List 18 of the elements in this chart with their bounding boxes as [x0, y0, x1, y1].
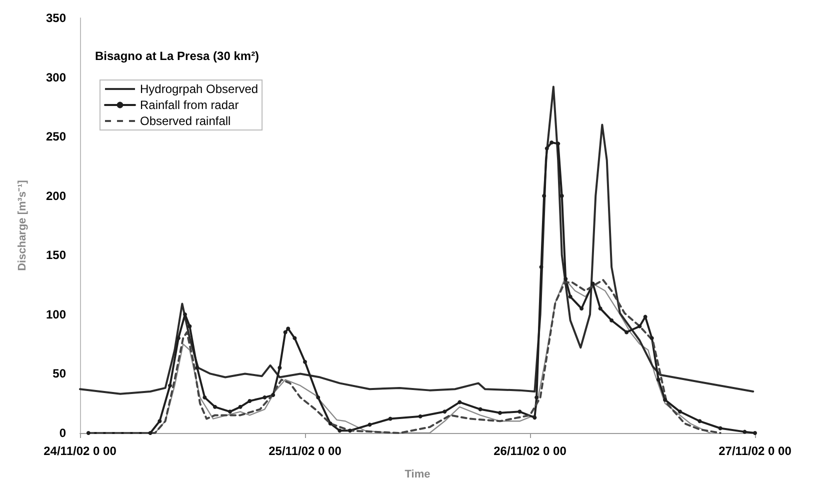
- y-tick-label: 350: [46, 11, 66, 25]
- y-axis-title: Discharge [m³s⁻¹]: [16, 180, 28, 271]
- y-tick-label: 250: [46, 130, 66, 144]
- y-tick-label: 150: [46, 248, 66, 262]
- x-tick-label: 27/11/02 0 00: [718, 444, 792, 458]
- y-tick-label: 200: [46, 188, 66, 203]
- x-tick-label: 24/11/02 0 00: [44, 444, 117, 458]
- legend-label: Hydrogrpah Observed: [140, 82, 258, 96]
- legend-label: Rainfall from radar: [140, 98, 239, 112]
- y-tick-label: 0: [59, 426, 66, 440]
- x-tick-label: 25/11/02 0 00: [268, 444, 342, 458]
- y-tick-label: 100: [46, 307, 66, 322]
- x-axis-title: Time: [404, 468, 430, 480]
- x-tick-label: 26/11/02 0 00: [494, 444, 567, 458]
- y-tick-label: 300: [46, 70, 66, 84]
- legend-label: Observed rainfall: [140, 114, 231, 128]
- y-tick-label: 50: [52, 366, 66, 381]
- text: Bisagno at La Presa (30 km²): [95, 49, 260, 63]
